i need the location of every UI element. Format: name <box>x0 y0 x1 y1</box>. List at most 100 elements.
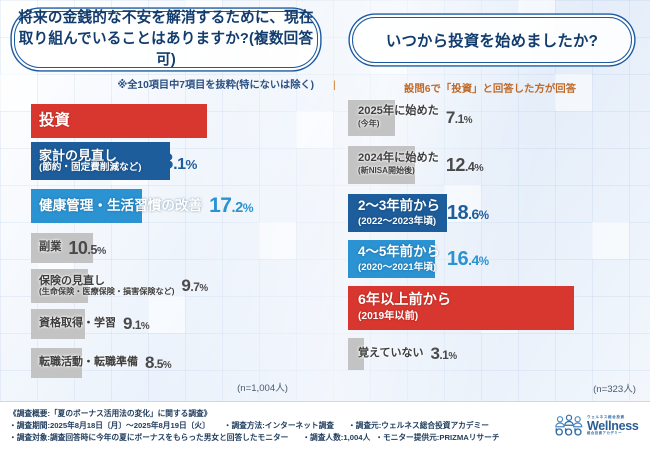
value-percent-sign: % <box>448 351 457 362</box>
bar-label-main: 投資 <box>39 111 71 129</box>
bar-label-main: 転職活動・転職準備 <box>39 356 138 369</box>
bar-label-main: 6年以上前から <box>358 292 452 309</box>
chart-bar-row: 覚えていない 3.1% <box>348 338 650 370</box>
chart-bar-row: 健康管理・生活習慣の改善 17.2% <box>31 189 330 223</box>
chart-bar-label: 健康管理・生活習慣の改善 <box>39 197 203 213</box>
survey-target: ・調査対象:調査回答時に今年の夏にボーナスをもらった男女と回答したモニター <box>9 432 289 442</box>
chart-bar-label: 6年以上前から (2019年以前) <box>358 293 451 323</box>
footer-line-2: ・調査期間:2025年8月18日〔月〕〜2025年8月19日〔火〕 ・調査方法:イ… <box>9 420 500 432</box>
survey-period: ・調査期間:2025年8月18日〔月〕〜2025年8月19日〔火〕 <box>9 420 210 430</box>
value-integer: 42 <box>458 293 485 322</box>
bar-label-sub: (2020〜2021年頃) <box>358 261 437 273</box>
chart-bar-row: 家計の見直し (節約・固定費削減など) 23.1% <box>31 142 330 180</box>
value-percent-sign: % <box>242 201 254 215</box>
value-percent-sign: % <box>96 245 106 257</box>
bar-label-main: 健康管理・生活習慣の改善 <box>39 197 203 213</box>
value-percent-sign: % <box>474 162 484 174</box>
value-decimal: .4 <box>484 299 499 320</box>
chart-bar <box>31 233 93 263</box>
value-decimal: .6 <box>468 205 479 222</box>
chart-bar <box>348 194 447 232</box>
chart-bar-label: 副業 <box>39 242 61 254</box>
value-decimal: .1 <box>131 318 141 332</box>
logo-text-block: ウェルネス総合投資 Wellness 総合投資アカデミー <box>587 416 639 436</box>
chart-bar-label: 家計の見直し (節約・固定費削減など) <box>39 149 142 174</box>
right-question-title: いつから投資を始めましたか? <box>352 17 632 63</box>
right-chart-note: | 設問6で「投資」と回答した方が回答 | <box>330 80 650 95</box>
chart-bar-label: 2024年に始めた (新NISA開始後) <box>358 153 439 176</box>
chart-bar <box>31 269 88 303</box>
value-percent-sign: % <box>199 283 208 294</box>
value-percent-sign: % <box>140 321 150 332</box>
chart-bar-label: 資格取得・学習 <box>39 317 116 330</box>
chart-bar-label: 2025年に始めた (今年) <box>358 106 439 129</box>
survey-count: ・調査人数:1,004人 <box>302 432 371 442</box>
left-chart-note: ※全10項目中7項目を抜粋(特にないは除く) <box>117 80 314 91</box>
chart-bar-row: 投資 32.2% <box>31 104 330 138</box>
wellness-logo: ウェルネス総合投資 Wellness 総合投資アカデミー <box>554 411 642 441</box>
chart-bar-value: 17.2% <box>209 194 253 218</box>
value-percent-sign: % <box>185 156 198 172</box>
value-decimal: .7 <box>190 280 200 294</box>
value-decimal: .1 <box>454 112 464 126</box>
value-percent-sign: % <box>478 254 489 268</box>
chart-bar <box>31 142 170 180</box>
value-percent-sign: % <box>478 208 489 222</box>
value-decimal: .2 <box>103 112 118 133</box>
chart-bar-label: 保険の見直し (生命保険・医療保険・損害保険など) <box>39 274 175 297</box>
value-percent-sign: % <box>498 303 511 320</box>
bar-label-sub: (生命保険・医療保険・損害保険など) <box>39 286 175 296</box>
logo-bottom-text: 総合投資アカデミー <box>587 431 623 436</box>
value-integer: 9 <box>181 276 191 295</box>
value-integer: 23 <box>148 147 174 174</box>
chart-bar-value: 32.2% <box>77 107 130 136</box>
chart-bar-row: 6年以上前から (2019年以前) 42.4% <box>348 286 650 330</box>
value-integer: 8 <box>145 353 154 372</box>
bar-label-main: 資格取得・学習 <box>39 317 116 330</box>
logo-top-text: ウェルネス総合投資 <box>587 415 625 420</box>
chart-bar-value: 7.1% <box>446 108 473 128</box>
chart-bar <box>31 104 207 138</box>
chart-bar-label: 転職活動・転職準備 <box>39 356 138 369</box>
value-decimal: .4 <box>468 251 479 268</box>
chart-bar-row: 2〜3年前から (2022〜2023年頃) 18.6% <box>348 194 650 232</box>
bar-label-main: 保険の見直し <box>39 274 105 287</box>
chart-bar-value: 16.4% <box>447 248 489 271</box>
chart-bar <box>31 189 142 223</box>
chart-bar-row: 4〜5年前から (2020〜2021年頃) 16.4% <box>348 240 650 278</box>
value-decimal: .4 <box>464 159 475 174</box>
bar-label-sub: (2019年以前) <box>358 311 419 322</box>
value-integer: 9 <box>123 314 132 333</box>
chart-bar-value: 23.1% <box>148 147 198 175</box>
chart-bar-value: 3.1% <box>430 344 457 364</box>
value-decimal: .1 <box>439 348 449 362</box>
value-percent-sign: % <box>117 116 130 133</box>
logo-main-text: Wellness <box>587 418 639 433</box>
chart-bar-value: 42.4% <box>458 294 511 323</box>
people-group-icon <box>555 414 583 436</box>
chart-bar <box>348 338 364 370</box>
survey-source: ・調査元:ウェルネス総合投資アカデミー <box>347 420 489 430</box>
note-bar-right: | <box>333 80 336 91</box>
survey-overview-text: 《調査概要:「夏のボーナス活用法の変化」に関する調査》 ・調査期間:2025年8… <box>9 408 500 443</box>
chart-bar-value: 8.5% <box>145 353 172 373</box>
footer: 《調査概要:「夏のボーナス活用法の変化」に関する調査》 ・調査期間:2025年8… <box>0 401 650 450</box>
right-note-text: 設問6で「投資」と回答した方が回答 <box>403 84 577 95</box>
bar-label-main: 家計の見直し <box>39 147 118 163</box>
left-sample-size-label: (n=1,004人) <box>237 383 288 394</box>
right-question-panel: いつから投資を始めましたか? | 設問6で「投資」と回答した方が回答 | 2025年… <box>330 0 650 400</box>
chart-bar-row: 2024年に始めた (新NISA開始後) 12.4% <box>348 146 650 184</box>
monitor-provider: ・モニター提供元:PRIZMAリサーチ <box>375 432 500 442</box>
note-bar-left: | <box>333 80 336 91</box>
chart-bar-value: 12.4% <box>446 155 484 176</box>
chart-bar-row: 2025年に始めた (今年) 7.1% <box>348 100 650 136</box>
chart-bar <box>31 348 82 378</box>
chart-bar <box>348 100 395 136</box>
chart-bar-label: 覚えていない <box>358 347 423 359</box>
left-title-line-2: 取り組んでいることはありますか?(複数回答可) <box>18 31 314 68</box>
chart-bar-label: 投資 <box>39 111 71 129</box>
value-decimal: .1 <box>173 154 186 173</box>
chart-bar <box>348 286 574 330</box>
